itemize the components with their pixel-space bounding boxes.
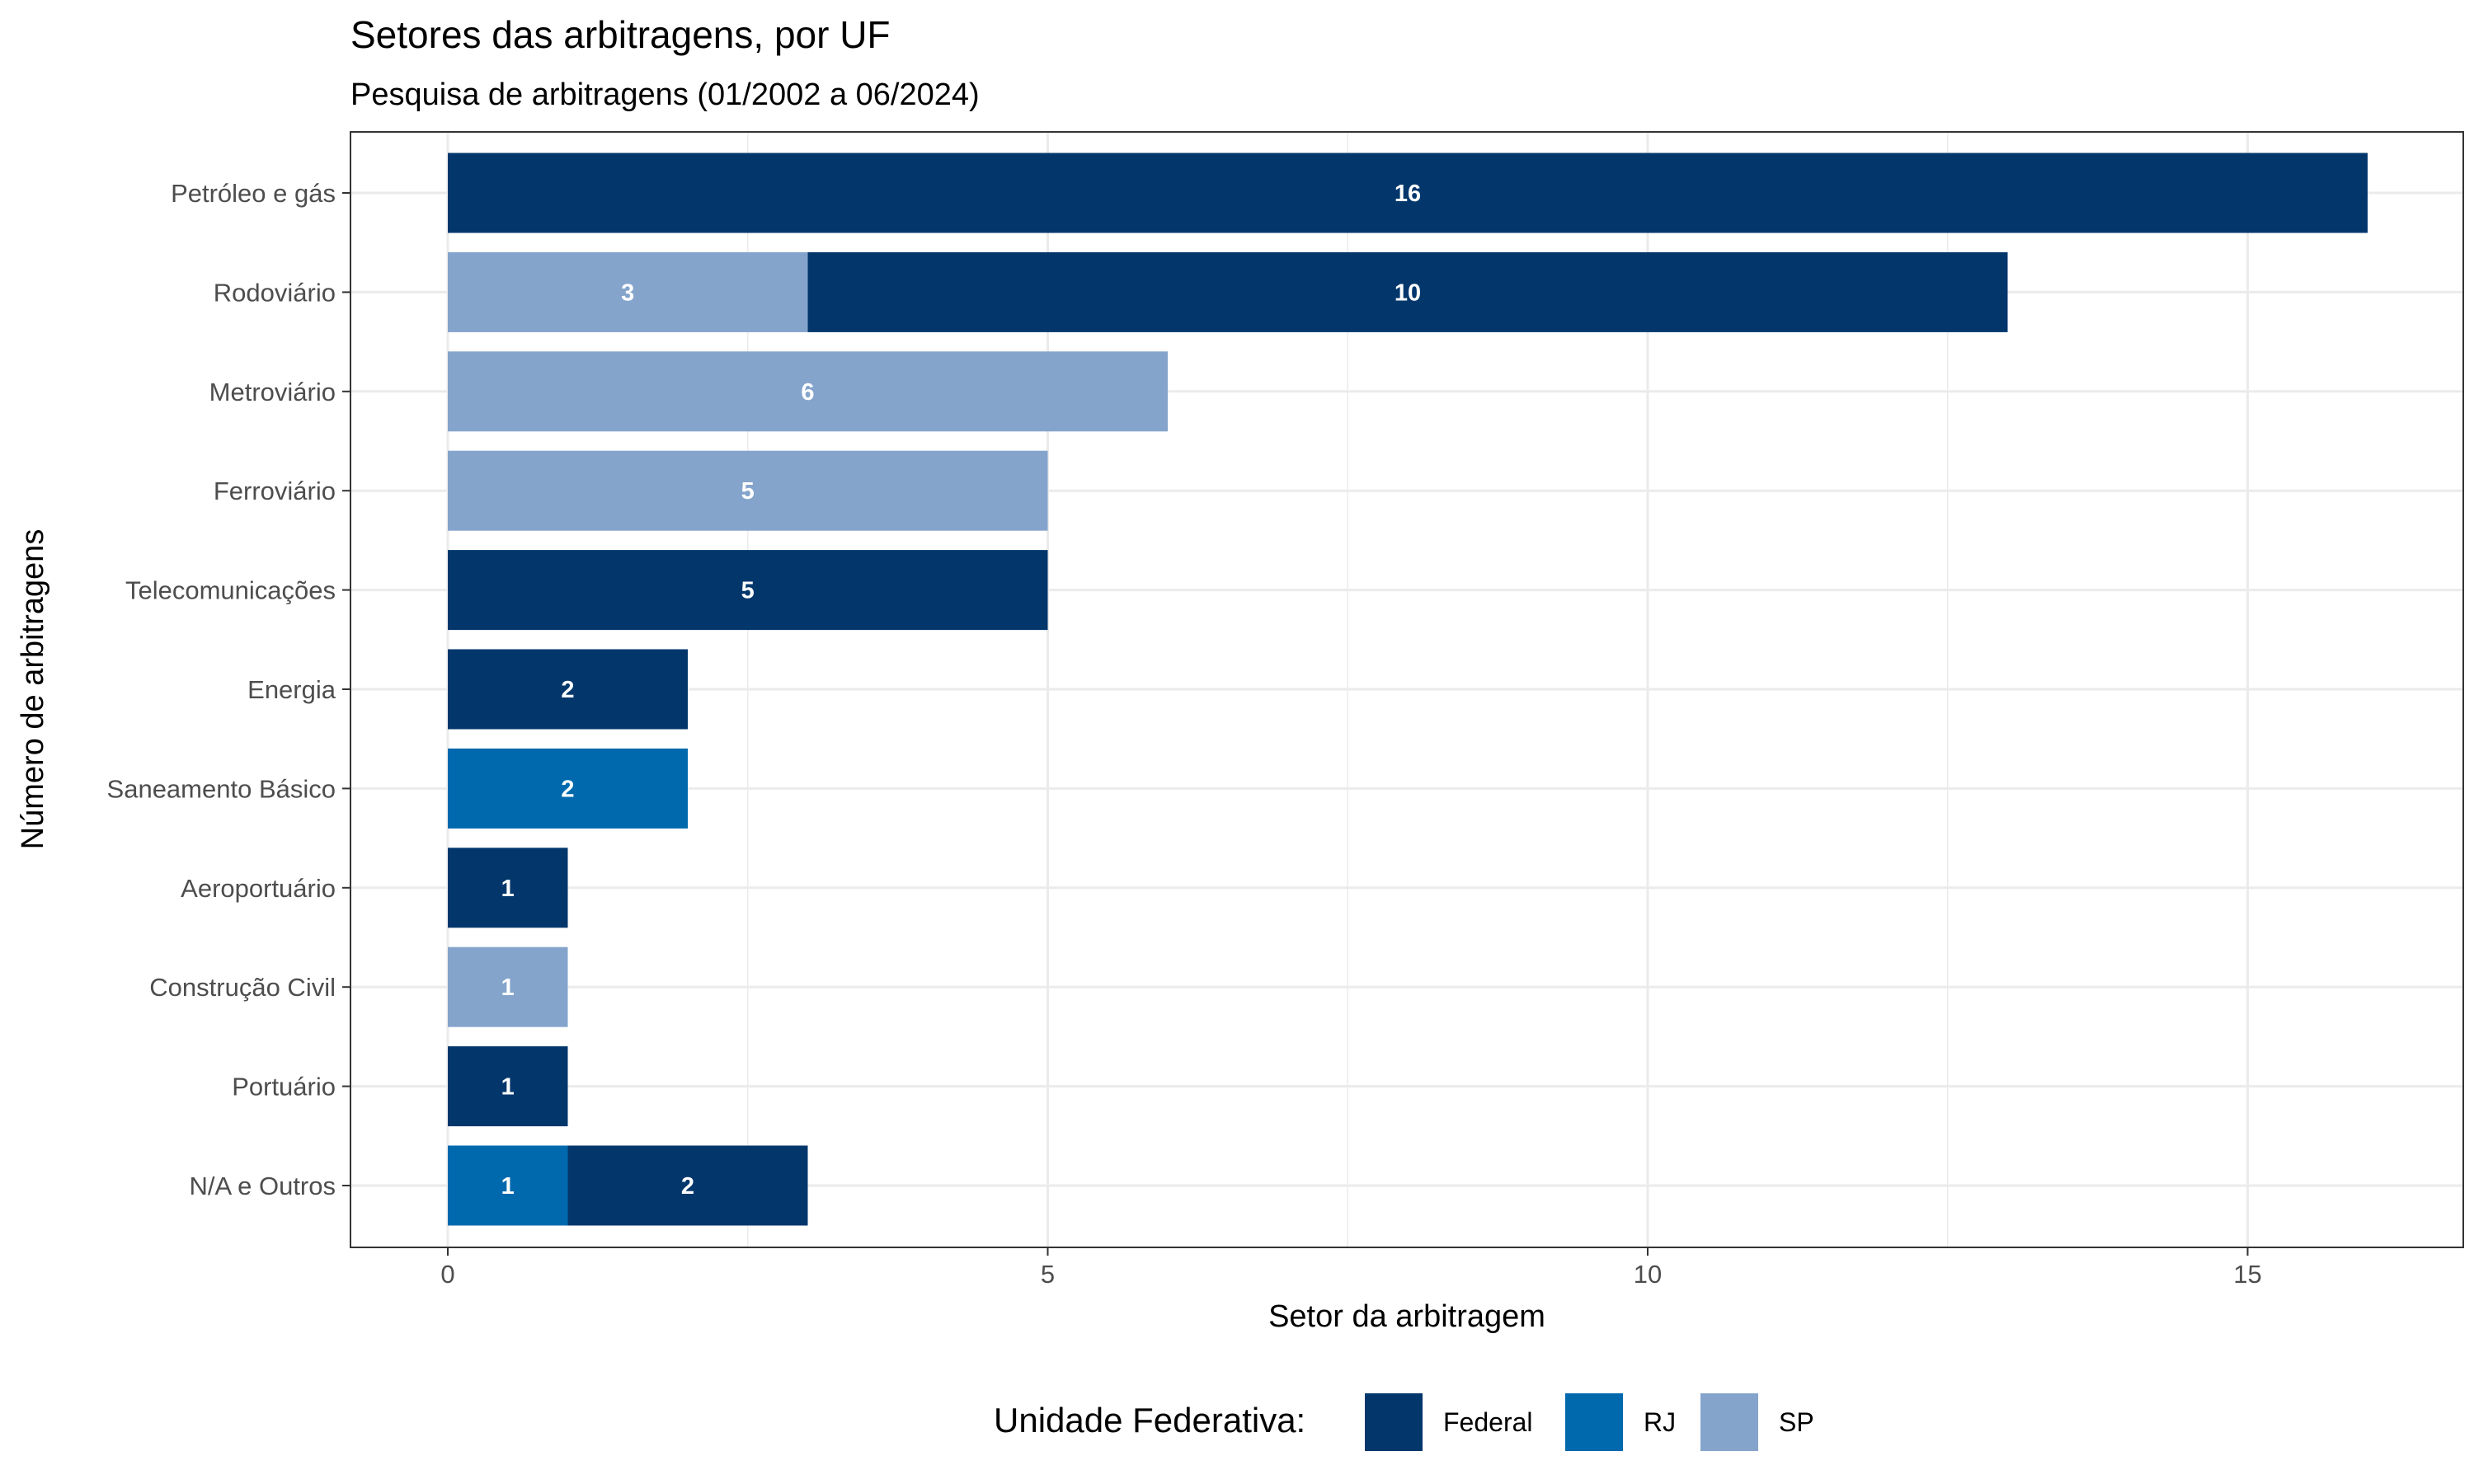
bar <box>448 153 2368 233</box>
bar-value-label: 2 <box>681 1173 694 1200</box>
bar <box>448 848 568 928</box>
bar <box>807 251 2008 332</box>
x-tick-label: 5 <box>1041 1260 1055 1289</box>
y-tick-label: Metroviário <box>209 378 336 406</box>
bar <box>448 351 1168 432</box>
legend-item: Federal <box>1365 1393 1533 1451</box>
bar-value-label: 6 <box>801 379 814 406</box>
bar-value-label: 2 <box>561 776 574 802</box>
y-axis-title: Número de arbitragens <box>16 529 50 850</box>
bar <box>448 1046 568 1127</box>
y-tick-label: Aeroportuário <box>181 874 336 903</box>
legend-key <box>1565 1393 1623 1451</box>
x-axis: 0 5 10 15 <box>440 1247 2262 1289</box>
y-tick-label: Portuário <box>232 1073 336 1101</box>
legend-item: RJ <box>1565 1393 1676 1451</box>
legend-label: RJ <box>1644 1407 1676 1437</box>
bar <box>448 251 808 332</box>
y-tick-label: N/A e Outros <box>190 1172 336 1200</box>
y-tick-label: Telecomunicações <box>125 576 336 605</box>
legend-label: Federal <box>1443 1407 1533 1437</box>
y-axis: Petróleo e gás Rodoviário Metroviário Ferro… <box>107 179 350 1200</box>
x-tick-label: 15 <box>2233 1260 2261 1289</box>
legend-item: SP <box>1700 1393 1814 1451</box>
bar-value-label: 1 <box>501 974 515 1001</box>
x-axis-title: Setor da arbitragem <box>1268 1299 1545 1334</box>
bar-value-label: 5 <box>741 478 755 505</box>
bars <box>448 153 2368 1226</box>
bar <box>448 946 568 1027</box>
bar-value-label: 1 <box>501 1074 515 1101</box>
bar <box>448 450 1048 531</box>
x-tick-label: 10 <box>1634 1260 1662 1289</box>
legend-items: Federal RJ SP <box>1365 1393 1814 1451</box>
bar-value-label: 3 <box>621 279 634 306</box>
legend-title: Unidade Federativa: <box>994 1401 1305 1439</box>
y-tick-label: Construção Civil <box>149 973 336 1002</box>
bar <box>448 649 688 730</box>
chart-subtitle: Pesquisa de arbitragens (01/2002 a 06/20… <box>350 77 980 112</box>
x-tick-label: 0 <box>440 1260 454 1289</box>
bar <box>567 1145 808 1226</box>
y-tick-label: Petróleo e gás <box>171 179 336 208</box>
legend-key <box>1365 1393 1423 1451</box>
bar <box>448 1145 568 1226</box>
bar-labels: 16 3 10 6 5 5 2 2 1 1 1 1 2 <box>501 181 1421 1200</box>
y-tick-label: Energia <box>247 675 336 704</box>
bar-value-label: 2 <box>561 677 574 703</box>
chart-title: Setores das arbitragens, por UF <box>350 13 891 56</box>
bar-value-label: 16 <box>1395 181 1421 207</box>
legend: Unidade Federativa: Federal RJ SP <box>994 1393 1814 1451</box>
bar <box>448 550 1048 631</box>
y-tick-label: Rodoviário <box>214 278 336 307</box>
bar-value-label: 10 <box>1395 279 1421 306</box>
bar-value-label: 1 <box>501 1173 515 1200</box>
legend-key <box>1700 1393 1758 1451</box>
bar-value-label: 1 <box>501 876 515 902</box>
y-tick-label: Saneamento Básico <box>107 774 336 803</box>
legend-label: SP <box>1779 1407 1814 1437</box>
y-tick-label: Ferroviário <box>214 477 336 505</box>
bar-value-label: 5 <box>741 578 755 604</box>
bar <box>448 748 688 829</box>
